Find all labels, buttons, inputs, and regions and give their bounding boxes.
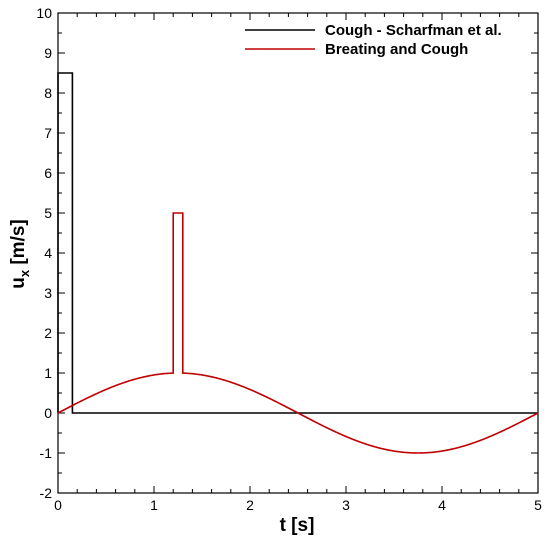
y-tick-label: 0 bbox=[44, 405, 52, 421]
x-tick-label: 2 bbox=[246, 497, 254, 513]
y-tick-label: 4 bbox=[44, 245, 52, 261]
x-tick-label: 3 bbox=[342, 497, 350, 513]
y-axis-title-rest: [m/s] bbox=[8, 219, 29, 270]
y-tick-label: 8 bbox=[44, 85, 52, 101]
y-axis-title-base: u bbox=[8, 277, 29, 289]
y-tick-label: 6 bbox=[44, 165, 52, 181]
x-tick-label: 4 bbox=[438, 497, 446, 513]
x-tick-label: 1 bbox=[150, 497, 158, 513]
y-axis-title-subscript: x bbox=[17, 269, 32, 277]
y-tick-label: 1 bbox=[44, 365, 52, 381]
y-tick-label: 2 bbox=[44, 325, 52, 341]
y-tick-label: 5 bbox=[44, 205, 52, 221]
series-line-cough-scharfman bbox=[57, 72, 538, 414]
y-tick-label: -1 bbox=[40, 445, 53, 461]
y-tick-label: 3 bbox=[44, 285, 52, 301]
plot-frame bbox=[57, 12, 539, 494]
legend-label: Cough - Scharfman et al. bbox=[325, 22, 502, 39]
y-axis-title: ux [m/s] bbox=[8, 219, 32, 289]
y-tick-label: 9 bbox=[44, 45, 52, 61]
legend-label: Breating and Cough bbox=[325, 41, 468, 58]
y-tick-label: 7 bbox=[44, 125, 52, 141]
x-tick-label: 0 bbox=[54, 497, 62, 513]
x-axis-title: t [s] bbox=[280, 515, 315, 536]
y-tick-label: 10 bbox=[36, 5, 52, 21]
x-tick-label: 5 bbox=[534, 497, 542, 513]
series-line-breathing-and-cough bbox=[57, 212, 539, 454]
y-tick-label: -2 bbox=[40, 485, 53, 501]
